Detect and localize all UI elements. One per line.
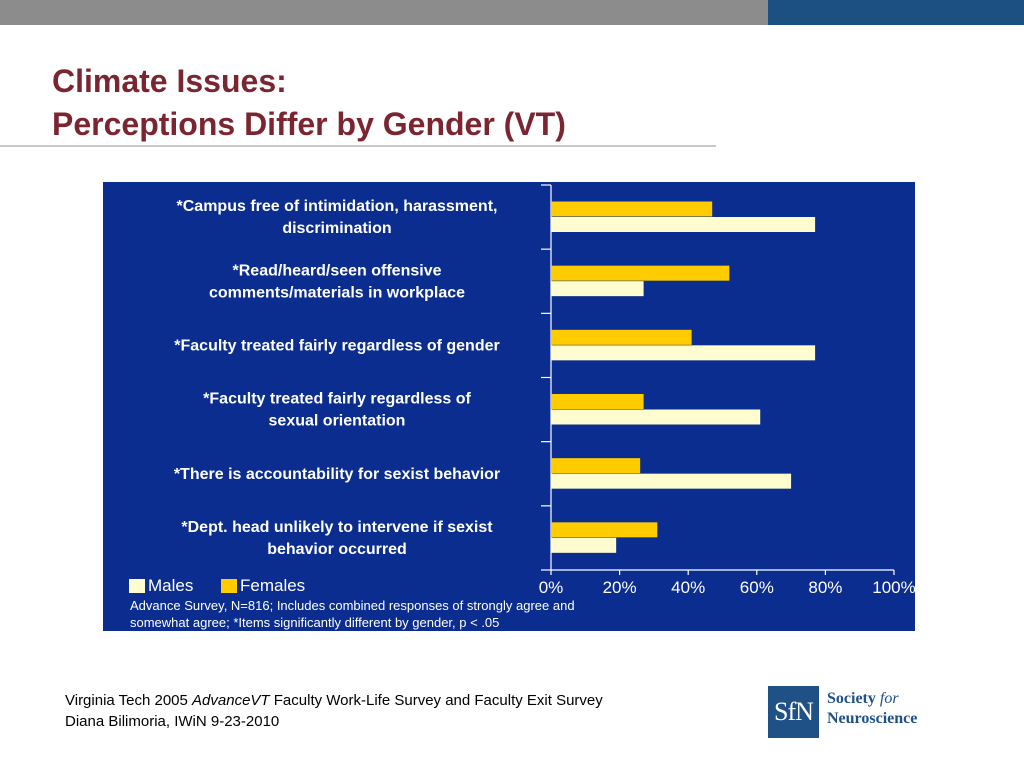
axis-layer [541, 185, 894, 575]
legend-swatch-males [129, 579, 145, 593]
category-label: behavior occurred [267, 541, 407, 558]
legend-swatch-females [221, 579, 237, 593]
x-tick-label: 20% [603, 578, 637, 597]
top-bar-gray [0, 0, 768, 25]
category-label: *There is accountability for sexist beha… [174, 466, 500, 483]
title-line-1: Climate Issues: [52, 60, 566, 103]
citation-italic: AdvanceVT [192, 692, 270, 709]
sfn-logo-text: Society for Neuroscience [827, 689, 917, 729]
category-label: *Dept. head unlikely to intervene if sex… [181, 519, 493, 536]
chart-panel: *Campus free of intimidation, harassment… [103, 182, 915, 631]
bar-females [551, 330, 692, 345]
category-label: discrimination [282, 220, 391, 237]
bar-males [551, 410, 760, 425]
category-labels: *Campus free of intimidation, harassment… [174, 198, 500, 558]
bar-males [551, 474, 791, 489]
bar-females [551, 394, 644, 409]
bar-males [551, 217, 815, 232]
bars-layer [551, 202, 815, 553]
citation-line-2: Diana Bilimoria, IWiN 9-23-2010 [65, 711, 603, 732]
source-citation: Virginia Tech 2005 AdvanceVT Faculty Wor… [65, 690, 603, 732]
bar-females [551, 458, 640, 473]
bar-males [551, 345, 815, 360]
tick-labels: 0% 20% 40% 60% 80% 100% [539, 578, 915, 597]
category-label: *Faculty treated fairly regardless of ge… [174, 337, 499, 354]
page-title: Climate Issues: Perceptions Differ by Ge… [52, 60, 566, 146]
logo-neuroscience: Neuroscience [827, 709, 917, 729]
legend: Males Females [129, 576, 305, 595]
logo-society: Society [827, 690, 880, 707]
citation-suffix: Faculty Work-Life Survey and Faculty Exi… [270, 692, 603, 709]
bar-chart: *Campus free of intimidation, harassment… [103, 182, 915, 631]
category-label: sexual orientation [269, 413, 406, 430]
bar-males [551, 281, 644, 296]
category-label: comments/materials in workplace [209, 284, 465, 301]
title-line-2: Perceptions Differ by Gender (VT) [52, 103, 566, 146]
x-tick-label: 0% [539, 578, 564, 597]
x-tick-label: 100% [872, 578, 915, 597]
category-label: *Read/heard/seen offensive [233, 262, 442, 279]
bar-females [551, 266, 729, 281]
chart-note-line-1: Advance Survey, N=816; Includes combined… [130, 598, 575, 613]
bar-females [551, 522, 657, 537]
citation-line-1: Virginia Tech 2005 AdvanceVT Faculty Wor… [65, 690, 603, 711]
top-bar-blue [768, 0, 1024, 25]
category-label: *Faculty treated fairly regardless of [203, 391, 471, 408]
bar-females [551, 202, 712, 217]
title-divider [0, 145, 716, 147]
logo-for: for [880, 690, 899, 707]
category-label: *Campus free of intimidation, harassment… [177, 198, 498, 215]
x-tick-label: 40% [671, 578, 705, 597]
chart-note-line-2: somewhat agree; *Items significantly dif… [130, 615, 499, 630]
legend-label-males: Males [148, 576, 193, 595]
x-tick-label: 80% [808, 578, 842, 597]
legend-label-females: Females [240, 576, 305, 595]
citation-prefix: Virginia Tech 2005 [65, 692, 192, 709]
x-tick-label: 60% [740, 578, 774, 597]
bar-males [551, 538, 616, 553]
sfn-logo-icon: SfN [768, 686, 819, 738]
